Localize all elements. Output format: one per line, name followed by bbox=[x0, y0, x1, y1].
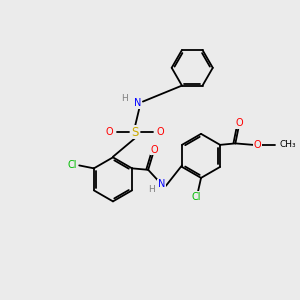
Text: CH₃: CH₃ bbox=[279, 140, 296, 149]
Text: H: H bbox=[121, 94, 128, 103]
Text: Cl: Cl bbox=[68, 160, 77, 170]
Text: S: S bbox=[131, 126, 139, 139]
Text: O: O bbox=[157, 128, 164, 137]
Text: O: O bbox=[150, 145, 158, 155]
Text: N: N bbox=[158, 179, 165, 190]
Text: H: H bbox=[148, 185, 154, 194]
Text: Cl: Cl bbox=[192, 192, 201, 202]
Text: O: O bbox=[106, 128, 113, 137]
Text: N: N bbox=[134, 98, 142, 108]
Text: O: O bbox=[236, 118, 244, 128]
Text: O: O bbox=[254, 140, 262, 150]
